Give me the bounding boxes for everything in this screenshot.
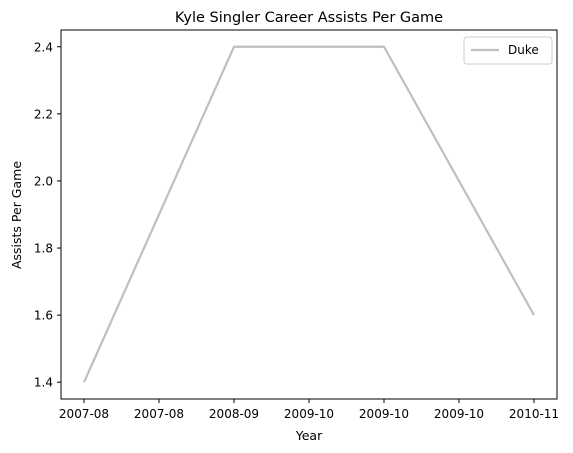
legend-label-duke: Duke	[508, 43, 539, 57]
chart-title: Kyle Singler Career Assists Per Game	[175, 10, 443, 26]
y-tick-label: 2.0	[34, 174, 53, 188]
x-axis-label: Year	[295, 428, 323, 443]
plot-area	[60, 29, 558, 400]
x-tick-label: 2009-10	[434, 407, 484, 421]
x-tick-label: 2010-11	[509, 407, 559, 421]
y-tick-label: 2.2	[34, 107, 53, 121]
y-tick-label: 2.4	[34, 40, 53, 54]
y-axis-label: Assists Per Game	[9, 161, 24, 269]
x-tick-label: 2007-08	[59, 407, 109, 421]
x-tick-label: 2008-09	[209, 407, 259, 421]
x-tick-label: 2009-10	[284, 407, 334, 421]
y-tick-label: 1.4	[34, 376, 53, 390]
series-layer	[82, 45, 535, 383]
x-tick-label: 2007-08	[134, 407, 184, 421]
legend-box	[463, 36, 553, 65]
x-tick-label: 2009-10	[359, 407, 409, 421]
y-tick-label: 1.6	[34, 309, 53, 323]
plot-frame	[60, 29, 558, 400]
y-axis-ticks: 1.4 1.6 1.8 2.0 2.2 2.4	[34, 40, 61, 390]
series-line-duke	[82, 45, 535, 383]
y-tick-label: 1.8	[34, 242, 53, 256]
legend: Duke	[463, 36, 553, 65]
x-axis-ticks: 2007-08 2007-08 2008-09 2009-10 2009-10 2009-…	[59, 399, 559, 421]
